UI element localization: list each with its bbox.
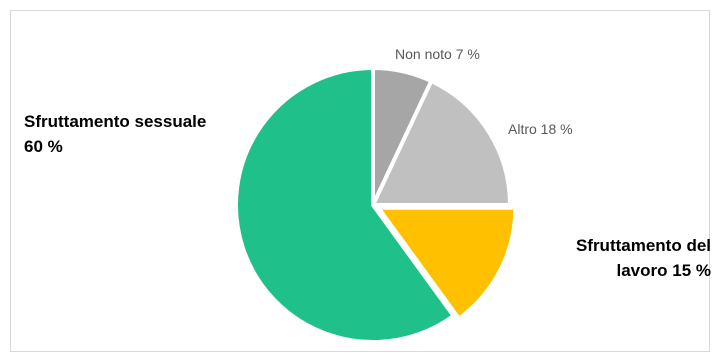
slice-label-lavoro-line1: Sfruttamento del [576,236,711,255]
pie-slices [234,66,518,344]
slice-sfruttamento-sessuale [234,66,456,344]
slice-sfruttamento-lavoro [376,205,518,321]
slice-label-non-noto: Non noto 7 % [395,46,480,62]
slice-label-sessuale-line2: 60 % [24,137,63,156]
slice-label-altro: Altro 18 % [508,121,573,137]
slice-altro [371,79,512,207]
slice-label-lavoro-line2: lavoro 15 % [617,261,712,280]
slice-label-sessuale-line1: Sfruttamento sessuale [24,112,206,131]
